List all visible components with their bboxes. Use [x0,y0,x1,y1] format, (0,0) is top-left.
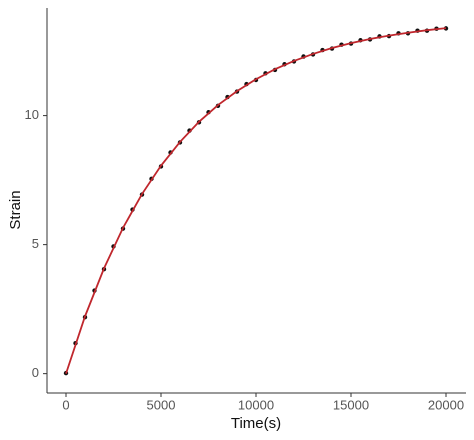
x-tick-label: 10000 [238,397,274,412]
y-tick-label: 10 [25,107,39,122]
x-tick-label: 15000 [333,397,369,412]
x-tick-label: 5000 [147,397,176,412]
fit-line [65,27,447,374]
y-axis-label: Strain [7,190,24,229]
x-tick-label: 0 [62,397,69,412]
y-tick-label: 5 [32,236,39,251]
x-axis-label: Time(s) [231,415,281,432]
x-tick-label: 20000 [428,397,464,412]
y-tick-label: 0 [32,365,39,380]
